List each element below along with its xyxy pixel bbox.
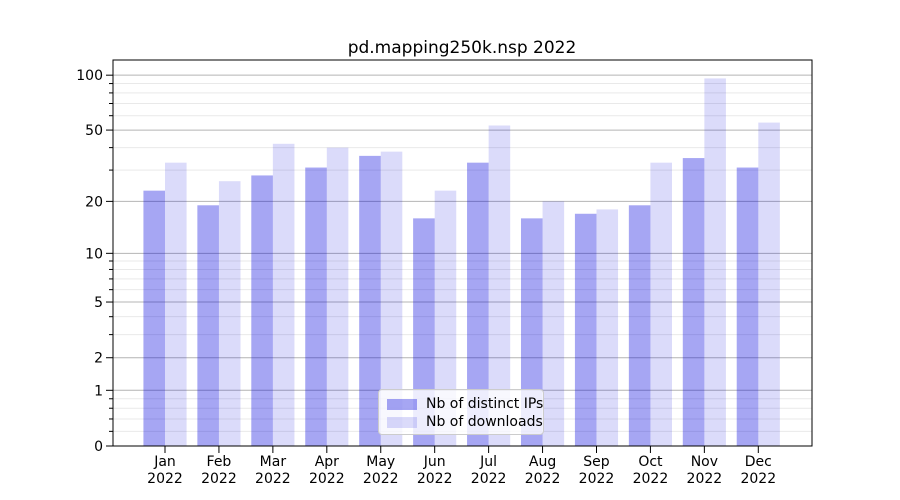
x-tick-label-year-dec: 2022 bbox=[740, 471, 776, 487]
y-tick-label-50: 50 bbox=[85, 123, 103, 139]
y-tick-label-20: 20 bbox=[85, 194, 103, 210]
bar-nb-of-downloads-may bbox=[380, 151, 403, 446]
axis-tick-labels: 0125102050100Jan2022Feb2022Mar2022Apr202… bbox=[76, 68, 776, 487]
bar-nb-of-downloads-apr bbox=[326, 147, 349, 446]
legend-swatch-distinct-ips bbox=[387, 398, 417, 410]
x-tick-label-year-oct: 2022 bbox=[633, 471, 669, 487]
legend: Nb of distinct IPs Nb of downloads bbox=[378, 389, 544, 435]
x-tick-label-month-nov: Nov bbox=[691, 454, 718, 470]
axis-ticks bbox=[106, 74, 759, 453]
bar-nb-of-downloads-jun bbox=[434, 190, 457, 446]
x-tick-label-month-jun: Jun bbox=[423, 454, 446, 470]
x-tick-label-month-jan: Jan bbox=[153, 454, 176, 470]
x-tick-label-year-sep: 2022 bbox=[579, 471, 615, 487]
chart-title: pd.mapping250k.nsp 2022 bbox=[348, 38, 577, 58]
y-tick-label-10: 10 bbox=[85, 246, 103, 262]
bar-nb-of-downloads-mar bbox=[272, 143, 295, 447]
bar-nb-of-downloads-feb bbox=[218, 181, 241, 446]
y-tick-label-2: 2 bbox=[94, 351, 103, 367]
x-tick-label-year-jun: 2022 bbox=[417, 471, 453, 487]
x-tick-label-month-sep: Sep bbox=[583, 454, 610, 470]
x-tick-label-month-apr: Apr bbox=[315, 454, 339, 470]
bar-nb-of-downloads-jan bbox=[165, 162, 187, 447]
y-tick-label-5: 5 bbox=[94, 295, 103, 311]
legend-swatch-downloads bbox=[387, 416, 417, 428]
x-tick-label-month-feb: Feb bbox=[207, 454, 232, 470]
bar-nb-of-distinct-ips-feb bbox=[197, 205, 219, 446]
legend-item-downloads: Nb of downloads bbox=[387, 413, 543, 431]
bar-nb-of-downloads-aug bbox=[542, 201, 565, 446]
x-tick-label-month-mar: Mar bbox=[260, 454, 287, 470]
y-tick-label-1: 1 bbox=[94, 383, 103, 399]
x-tick-label-year-mar: 2022 bbox=[255, 471, 291, 487]
bar-nb-of-downloads-nov bbox=[704, 78, 726, 446]
bar-nb-of-distinct-ips-jul bbox=[467, 162, 489, 447]
minor-gridlines bbox=[113, 83, 812, 432]
x-tick-label-year-aug: 2022 bbox=[525, 471, 561, 487]
y-tick-label-0: 0 bbox=[94, 439, 103, 455]
x-tick-label-month-jul: Jul bbox=[479, 454, 497, 470]
x-tick-label-year-feb: 2022 bbox=[201, 471, 237, 487]
x-tick-label-month-may: May bbox=[366, 454, 395, 470]
legend-label-distinct-ips: Nb of distinct IPs bbox=[426, 396, 544, 412]
bar-nb-of-distinct-ips-jan bbox=[143, 190, 165, 446]
bar-nb-of-distinct-ips-dec bbox=[736, 167, 759, 447]
x-tick-label-year-may: 2022 bbox=[363, 471, 399, 487]
bar-nb-of-downloads-dec bbox=[758, 122, 780, 446]
bar-nb-of-distinct-ips-sep bbox=[574, 213, 597, 446]
bar-nb-of-downloads-oct bbox=[650, 162, 673, 447]
bar-nb-of-downloads-sep bbox=[596, 209, 619, 446]
bar-nb-of-distinct-ips-may bbox=[359, 155, 381, 447]
x-tick-label-year-jan: 2022 bbox=[147, 471, 183, 487]
x-tick-label-year-nov: 2022 bbox=[687, 471, 723, 487]
x-tick-label-month-aug: Aug bbox=[529, 454, 556, 470]
bar-nb-of-downloads-jul bbox=[488, 125, 511, 446]
bar-nb-of-distinct-ips-apr bbox=[305, 167, 327, 447]
x-tick-label-year-jul: 2022 bbox=[471, 471, 507, 487]
bar-nb-of-distinct-ips-mar bbox=[251, 175, 273, 446]
bars bbox=[143, 78, 780, 447]
x-tick-label-month-oct: Oct bbox=[638, 454, 663, 470]
x-tick-label-year-apr: 2022 bbox=[309, 471, 345, 487]
bar-nb-of-distinct-ips-nov bbox=[682, 158, 705, 446]
y-tick-label-100: 100 bbox=[76, 68, 103, 84]
bar-nb-of-distinct-ips-oct bbox=[628, 205, 651, 446]
legend-item-distinct-ips: Nb of distinct IPs bbox=[387, 395, 543, 413]
x-tick-label-month-dec: Dec bbox=[745, 454, 772, 470]
legend-label-downloads: Nb of downloads bbox=[426, 414, 543, 430]
